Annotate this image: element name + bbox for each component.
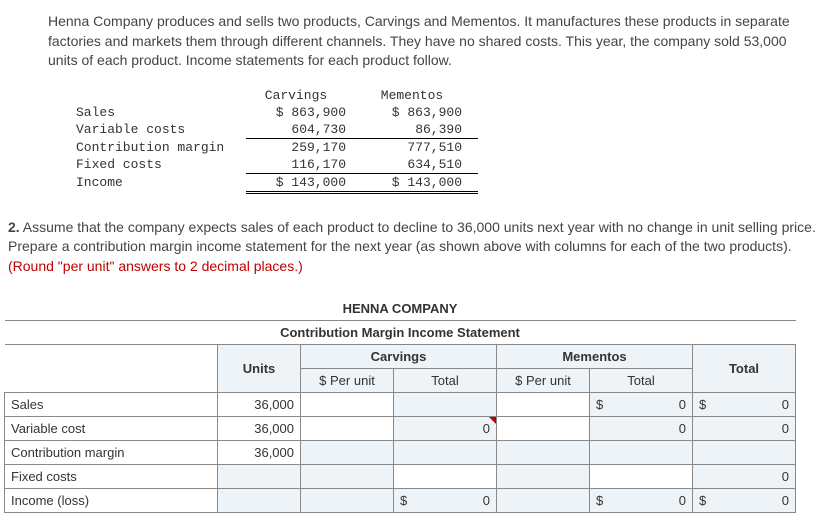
carvings-total: [394, 440, 497, 464]
problem-intro: Henna Company produces and sells two pro…: [0, 0, 832, 79]
mementos-total: 0: [590, 416, 693, 440]
carvings-total: [394, 392, 497, 416]
mementos-fixed-input[interactable]: [590, 464, 693, 488]
per-unit-input[interactable]: [301, 416, 394, 440]
cell: 86,390: [362, 121, 478, 139]
cell: 259,170: [246, 138, 362, 156]
cell: 116,170: [246, 156, 362, 174]
question-number: 2.: [8, 219, 20, 235]
header-carvings: Carvings: [301, 344, 497, 368]
carvings-income: $0: [394, 488, 497, 512]
units-input[interactable]: 36,000: [218, 440, 301, 464]
income-statement-table: Carvings Mementos Sales $ 863,900 $ 863,…: [76, 87, 478, 194]
cell: $ 143,000: [246, 173, 362, 192]
units-input[interactable]: 36,000: [218, 416, 301, 440]
cell: $ 143,000: [362, 173, 478, 192]
question-body: Assume that the company expects sales of…: [8, 219, 816, 255]
row-label-fixed[interactable]: Fixed costs: [5, 464, 218, 488]
grand-total: [693, 440, 796, 464]
worksheet-title-statement: Contribution Margin Income Statement: [5, 320, 796, 344]
grand-total: 0: [693, 464, 796, 488]
mementos-income: $0: [590, 488, 693, 512]
per-unit-input[interactable]: [497, 392, 590, 416]
mementos-total: $0: [590, 392, 693, 416]
mementos-total: [590, 440, 693, 464]
subheader-total: Total: [590, 368, 693, 392]
carvings-total: 0: [394, 416, 497, 440]
units-cell: [218, 488, 301, 512]
subheader-per-unit: $ Per unit: [497, 368, 590, 392]
cell: 634,510: [362, 156, 478, 174]
row-label: Variable costs: [76, 121, 246, 139]
header-units: Units: [218, 344, 301, 392]
col-header-mementos: Mementos: [362, 87, 478, 104]
per-unit-cell: [497, 488, 590, 512]
per-unit-cell: [301, 440, 394, 464]
subheader-per-unit: $ Per unit: [301, 368, 394, 392]
units-input[interactable]: 36,000: [218, 392, 301, 416]
grand-income: $0: [693, 488, 796, 512]
per-unit-cell: [497, 440, 590, 464]
subheader-total: Total: [394, 368, 497, 392]
grand-total: $0: [693, 392, 796, 416]
per-unit-input[interactable]: [497, 416, 590, 440]
row-label: Fixed costs: [76, 156, 246, 174]
col-header-carvings: Carvings: [246, 87, 362, 104]
units-cell: [218, 464, 301, 488]
row-label-cm[interactable]: Contribution margin: [5, 440, 218, 464]
per-unit-cell: [301, 464, 394, 488]
per-unit-cell: [301, 488, 394, 512]
worksheet-title-company: HENNA COMPANY: [5, 297, 796, 321]
header-mementos: Mementos: [497, 344, 693, 368]
row-label: Income: [76, 173, 246, 192]
per-unit-cell: [497, 464, 590, 488]
grand-total: 0: [693, 416, 796, 440]
carvings-fixed-input[interactable]: [394, 464, 497, 488]
header-total: Total: [693, 344, 796, 392]
question-2-text: 2. Assume that the company expects sales…: [0, 202, 832, 285]
cell: 777,510: [362, 138, 478, 156]
row-label-sales[interactable]: Sales: [5, 392, 218, 416]
row-label: Sales: [76, 104, 246, 121]
cell: $ 863,900: [362, 104, 478, 121]
cell: 604,730: [246, 121, 362, 139]
per-unit-input[interactable]: [301, 392, 394, 416]
cell: $ 863,900: [246, 104, 362, 121]
row-label-variable[interactable]: Variable cost: [5, 416, 218, 440]
rounding-instruction: (Round "per unit" answers to 2 decimal p…: [8, 258, 303, 274]
row-label-income[interactable]: Income (loss): [5, 488, 218, 512]
worksheet-table: HENNA COMPANY Contribution Margin Income…: [4, 297, 796, 513]
row-label: Contribution margin: [76, 138, 246, 156]
